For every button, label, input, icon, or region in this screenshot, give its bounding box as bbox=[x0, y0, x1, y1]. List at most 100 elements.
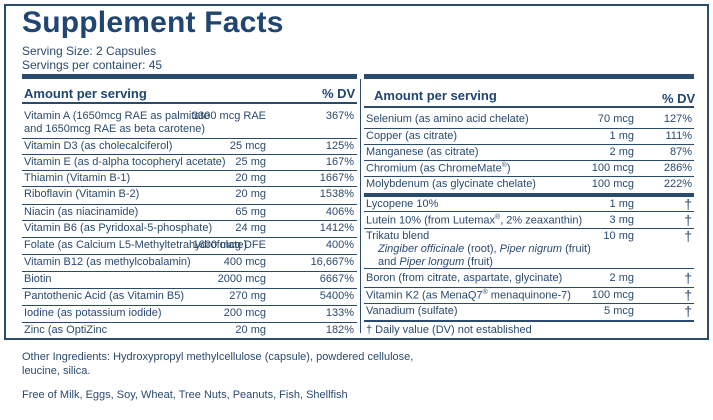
nutrient-amount: 25 mg bbox=[235, 156, 266, 168]
trikatu-components-line1: Zingiber officinale (root), Piper nigrum… bbox=[378, 243, 591, 255]
column-divider bbox=[360, 79, 361, 333]
nutrient-dv: 127% bbox=[663, 113, 692, 125]
conjunction: and bbox=[378, 256, 400, 268]
nutrient-amount: 65 mg bbox=[235, 206, 266, 218]
nutrient-amount: 20 mg bbox=[235, 172, 266, 184]
right-table-row: Trikatu blend 10 mg † bbox=[366, 228, 692, 244]
nutrient-name: Pantothenic Acid (as Vitamin B5) bbox=[24, 290, 184, 302]
left-table-row: Iodine (as potassium iodide) 200 mcg 133% bbox=[24, 307, 354, 321]
nutrient-name-line2: and 1650mcg RAE as beta carotene) bbox=[24, 123, 206, 135]
row-divider bbox=[364, 287, 694, 288]
right-header-dv: % DV bbox=[662, 91, 696, 106]
row-divider bbox=[22, 271, 357, 272]
nutrient-name-tail: ) bbox=[506, 162, 511, 175]
supplement-facts-panel bbox=[4, 4, 709, 340]
dagger-mark: † bbox=[684, 270, 692, 286]
right-table-row: Chromium (as ChromeMate®) 100 mcg 286% bbox=[366, 162, 692, 176]
footnote-rule bbox=[364, 320, 694, 322]
nutrient-name: Vitamin A (1650mcg RAE as palmitate bbox=[24, 110, 210, 122]
nutrient-dv: 182% bbox=[325, 324, 354, 336]
other-ingredients-line2: leucine, silica. bbox=[22, 365, 91, 377]
nutrient-name: Vitamin B6 (as Pyridoxal-5-phosphate) bbox=[24, 222, 213, 234]
right-header-amount: Amount per serving bbox=[374, 88, 497, 103]
nutrient-name: Vanadium (sulfate) bbox=[366, 305, 458, 317]
right-table-row: Lycopene 10% 1 mg † bbox=[366, 196, 692, 212]
nutrient-name: Trikatu blend bbox=[366, 230, 429, 242]
section-thick-rule bbox=[364, 193, 694, 197]
nutrient-dv: 133% bbox=[325, 307, 354, 319]
nutrient-amount: 270 mg bbox=[229, 290, 266, 302]
nutrient-name: Thiamin (Vitamin B-1) bbox=[24, 172, 131, 184]
left-table-row: Riboflavin (Vitamin B-2) 20 mg 1538% bbox=[24, 188, 354, 202]
right-table-row: Boron (from citrate, aspartate, glycinat… bbox=[366, 270, 692, 286]
nutrient-name-text: Molybdenum (as glycinate chelate) bbox=[366, 178, 536, 190]
nutrient-name: Riboflavin (Vitamin B-2) bbox=[24, 188, 140, 200]
nutrient-amount: 100 mcg bbox=[591, 289, 634, 301]
nutrient-dv: 286% bbox=[663, 162, 692, 174]
row-divider bbox=[22, 220, 357, 221]
left-table-row: Zinc (as OptiZinc 20 mg 182% bbox=[24, 324, 354, 338]
nutrient-name: Copper (as citrate) bbox=[366, 130, 457, 142]
nutrient-dv: 406% bbox=[325, 206, 354, 218]
nutrient-dv: 1412% bbox=[319, 222, 354, 234]
nutrient-dv: 400% bbox=[325, 239, 354, 251]
nutrient-amount: 5 mcg bbox=[604, 305, 634, 317]
nutrient-dv: 125% bbox=[325, 140, 354, 152]
nutrient-amount: 10 mg bbox=[603, 230, 634, 242]
nutrient-dv: 87% bbox=[669, 146, 692, 158]
panel-title: Supplement Facts bbox=[22, 6, 284, 39]
header-rule-left bbox=[22, 102, 357, 104]
plant-part: (fruit) bbox=[464, 256, 493, 268]
row-divider bbox=[364, 211, 694, 212]
nutrient-amount: 2000 mcg bbox=[217, 273, 266, 285]
nutrient-amount: 100 mcg bbox=[591, 178, 634, 190]
nutrient-amount: 100 mcg bbox=[591, 162, 634, 174]
right-table-row: Molybdenum (as glycinate chelate) 100 mcg… bbox=[366, 178, 692, 192]
right-table-row: Vanadium (sulfate) 5 mcg † bbox=[366, 303, 692, 319]
nutrient-dv: 6667% bbox=[319, 273, 354, 285]
nutrient-name-text: Vanadium (sulfate) bbox=[366, 305, 458, 317]
trikatu-components-line2: and Piper longum (fruit) bbox=[378, 256, 493, 268]
nutrient-name: Vitamin B12 (as methylcobalamin) bbox=[24, 256, 191, 268]
left-table-row: Niacin (as niacinamide) 65 mg 406% bbox=[24, 206, 354, 220]
nutrient-dv: 367% bbox=[325, 110, 354, 122]
nutrient-dv: 1667% bbox=[319, 172, 354, 184]
nutrient-name: Vitamin E (as d-alpha tocopheryl acetate… bbox=[24, 156, 226, 168]
left-table-row: Biotin 2000 mcg 6667% bbox=[24, 273, 354, 287]
row-divider bbox=[22, 254, 357, 255]
nutrient-name: Molybdenum (as glycinate chelate) bbox=[366, 178, 536, 190]
nutrient-amount: 200 mcg bbox=[223, 307, 266, 319]
left-table-row: Vitamin B6 (as Pyridoxal-5-phosphate) 24 … bbox=[24, 222, 354, 236]
thick-rule-right bbox=[364, 74, 694, 79]
nutrient-dv: 16,667% bbox=[310, 256, 354, 268]
nutrient-amount: 24 mg bbox=[235, 222, 266, 234]
dv-footnote: † Daily value (DV) not established bbox=[366, 324, 532, 336]
botanical-name: Zingiber officinale bbox=[378, 243, 465, 255]
nutrient-name: Lycopene 10% bbox=[366, 198, 438, 210]
row-divider bbox=[364, 176, 694, 177]
servings-per-container: Servings per container: 45 bbox=[22, 58, 163, 72]
allergen-statement: Free of Milk, Eggs, Soy, Wheat, Tree Nut… bbox=[22, 389, 348, 401]
nutrient-amount: 1600 mcg DFE bbox=[192, 239, 266, 251]
nutrient-name: Folate (as Calcium L5-Methyltetrahydrofo… bbox=[24, 239, 248, 251]
nutrient-amount: 3 mg bbox=[609, 214, 634, 226]
nutrient-amount: 20 mg bbox=[235, 324, 266, 336]
left-table-row: Thiamin (Vitamin B-1) 20 mg 1667% bbox=[24, 172, 354, 186]
nutrient-name-text: Lycopene 10% bbox=[366, 198, 439, 210]
nutrient-amount: 70 mcg bbox=[597, 113, 634, 125]
row-divider bbox=[364, 128, 694, 129]
dagger-mark: † bbox=[684, 196, 692, 212]
nutrient-amount: 20 mg bbox=[235, 188, 266, 200]
row-divider bbox=[22, 204, 357, 205]
nutrient-name: Lutein 10% (from Lutemax®, 2% zeaxanthin… bbox=[366, 214, 582, 227]
nutrient-name: Biotin bbox=[24, 273, 52, 285]
nutrient-name: Iodine (as potassium iodide) bbox=[24, 307, 162, 319]
registered-mark: ® bbox=[501, 162, 507, 169]
nutrient-name-tail: , 2% zeaxanthin) bbox=[500, 214, 583, 227]
nutrient-name: Selenium (as amino acid chelate) bbox=[366, 113, 529, 125]
nutrient-name-text: Chromium (as ChromeMate bbox=[366, 162, 502, 175]
row-divider bbox=[22, 305, 357, 306]
left-table-row: Folate (as Calcium L5-Methyltetrahydrofo… bbox=[24, 239, 354, 253]
registered-mark: ® bbox=[495, 214, 501, 221]
nutrient-name-text: Manganese (as citrate) bbox=[366, 146, 479, 158]
